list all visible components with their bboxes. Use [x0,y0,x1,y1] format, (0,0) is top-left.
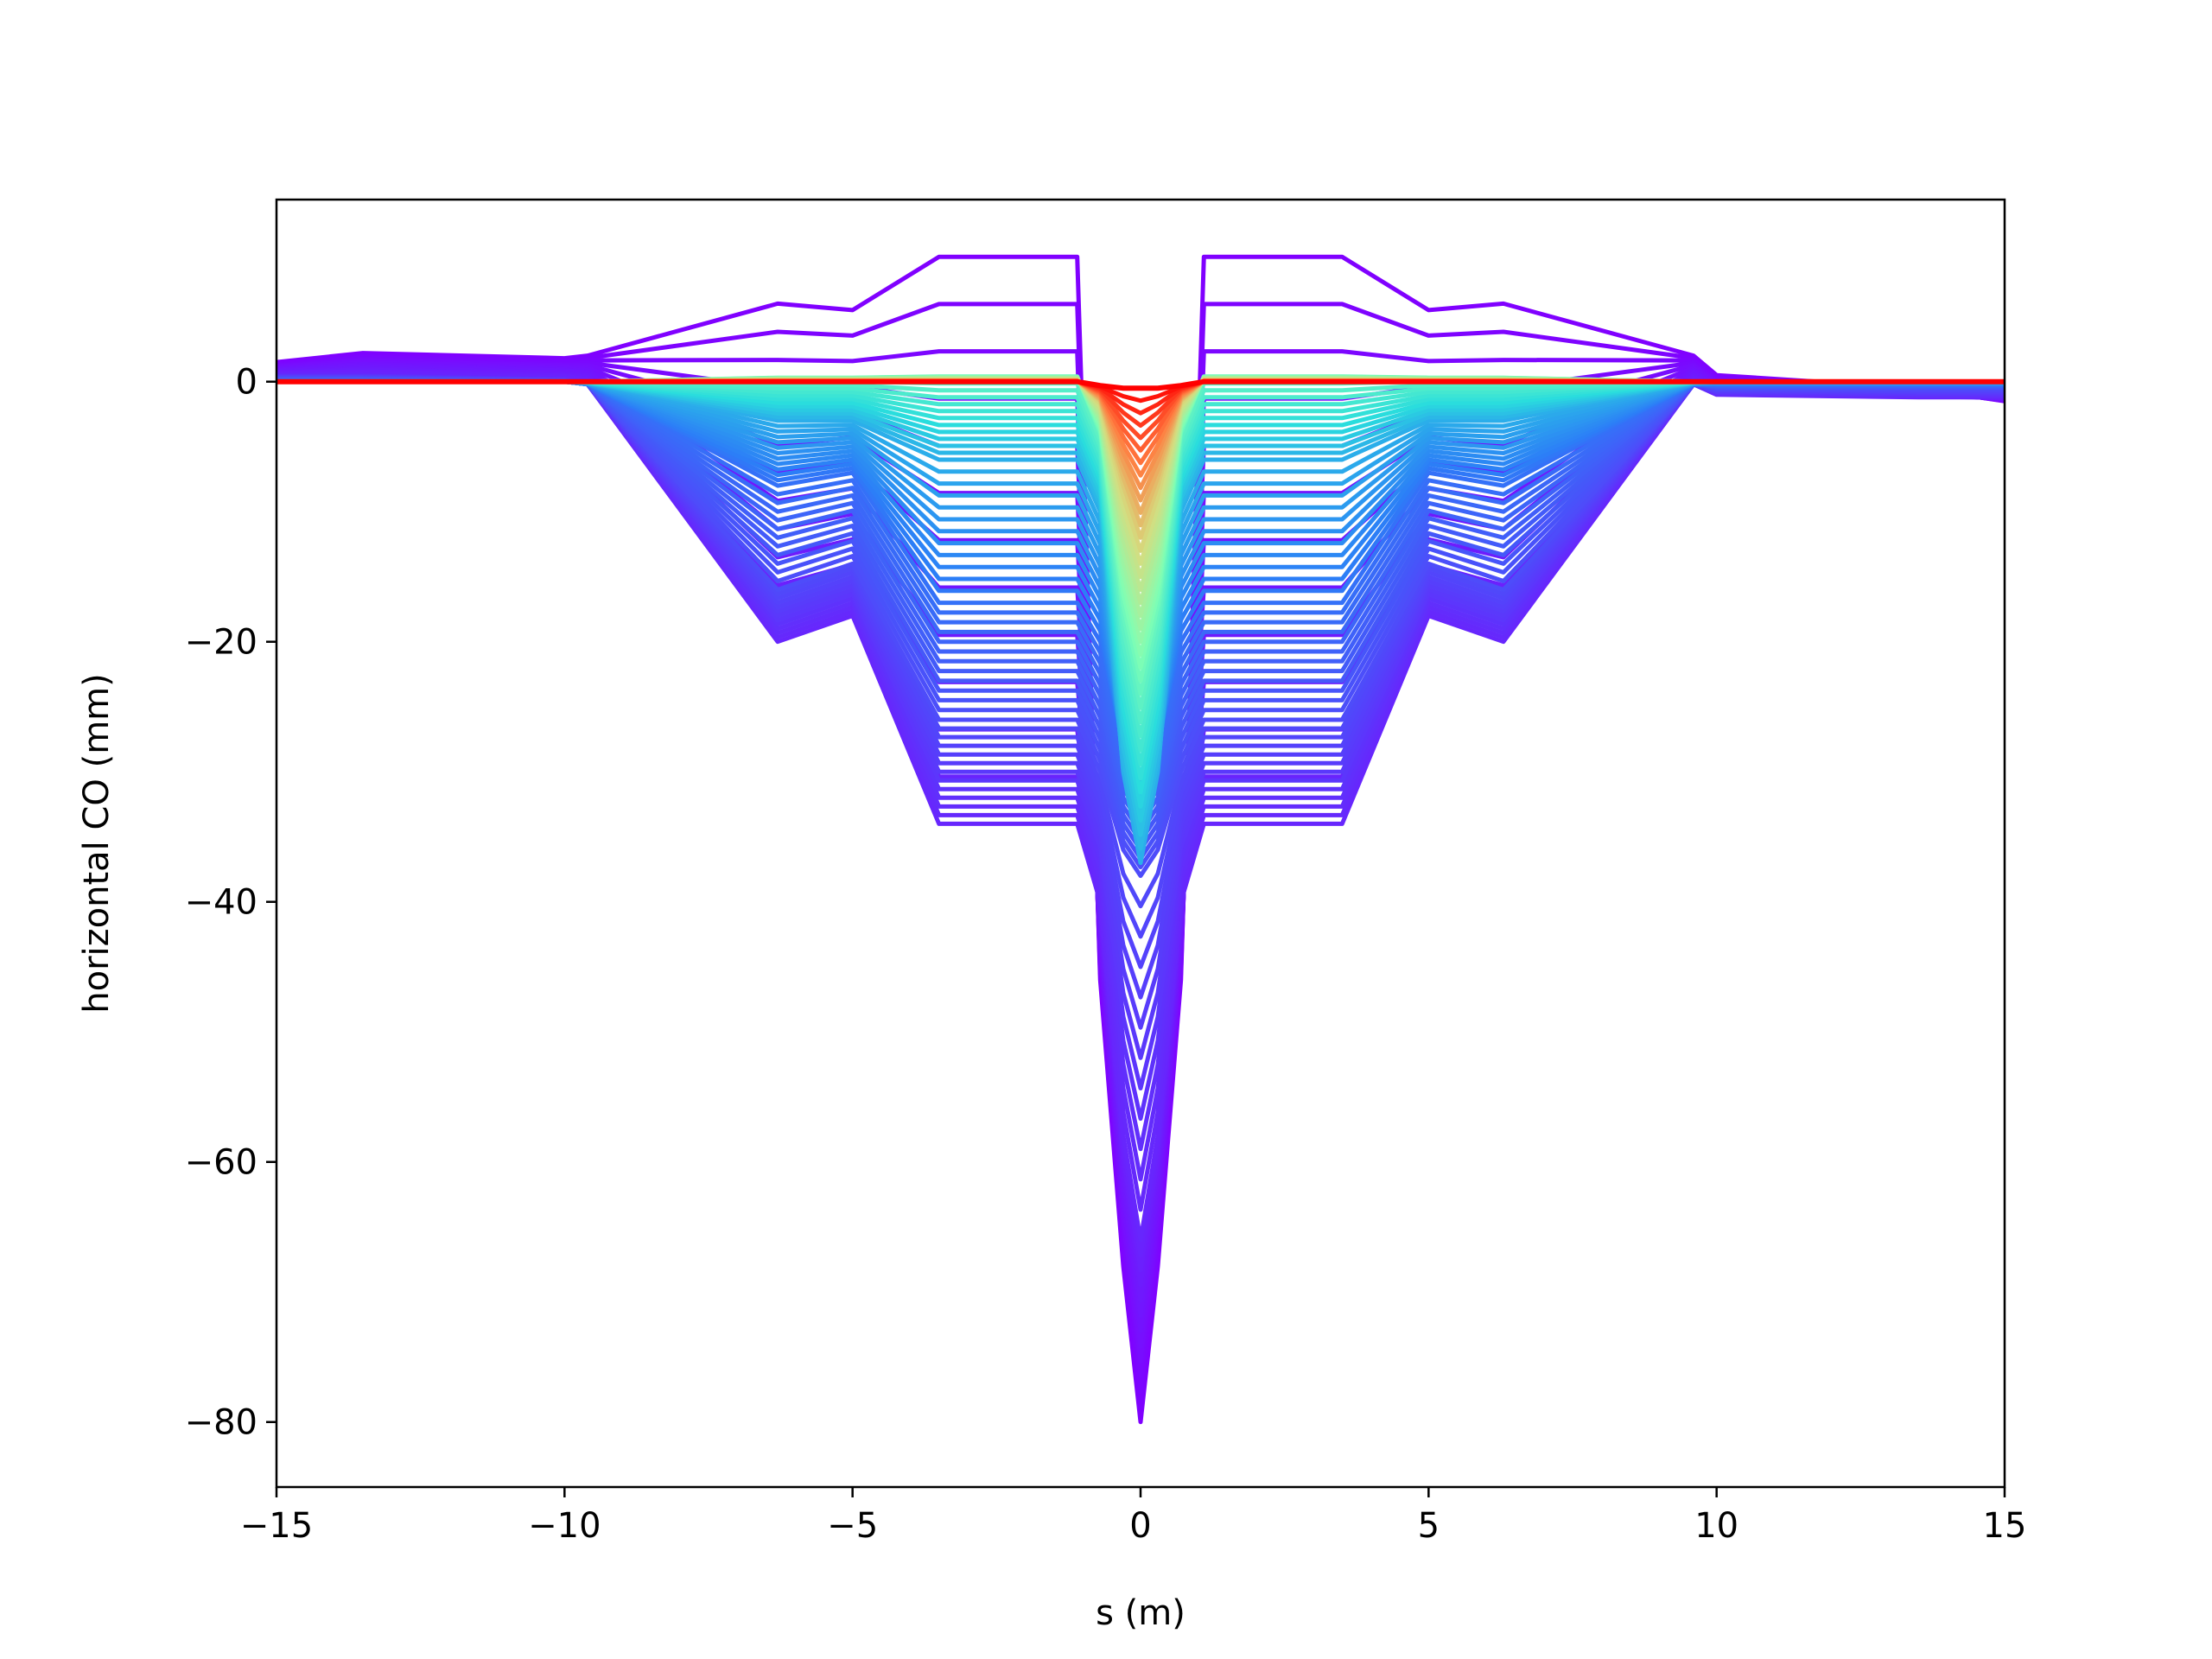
x-tick-label: −15 [240,1506,313,1546]
y-axis-ticks: 0 −20 −40 −60 −80 [185,363,276,1443]
x-tick-label: 0 [1129,1506,1151,1546]
series-line [276,302,2005,1409]
y-tick-label: −60 [185,1143,257,1183]
y-axis-label: horizontal CO (mm) [77,673,117,1014]
series-line [276,349,2005,1395]
y-tick-label: −40 [185,883,257,923]
x-tick-label: −10 [528,1506,601,1546]
series-line [276,378,2005,391]
x-axis-ticks: −15 −10 −5 0 5 10 15 [240,1487,2027,1546]
x-tick-label: 10 [1694,1506,1738,1546]
y-tick-label: 0 [236,363,257,403]
series-line [276,356,2005,1379]
y-tick-label: −80 [185,1403,257,1443]
x-axis-label: s (m) [1096,1593,1185,1633]
y-tick-label: −20 [185,623,257,663]
x-tick-label: 15 [1983,1506,2027,1546]
series-line [276,254,2005,1425]
x-tick-label: 5 [1418,1506,1440,1546]
series-layer [276,254,2005,1425]
x-tick-label: −5 [827,1506,878,1546]
